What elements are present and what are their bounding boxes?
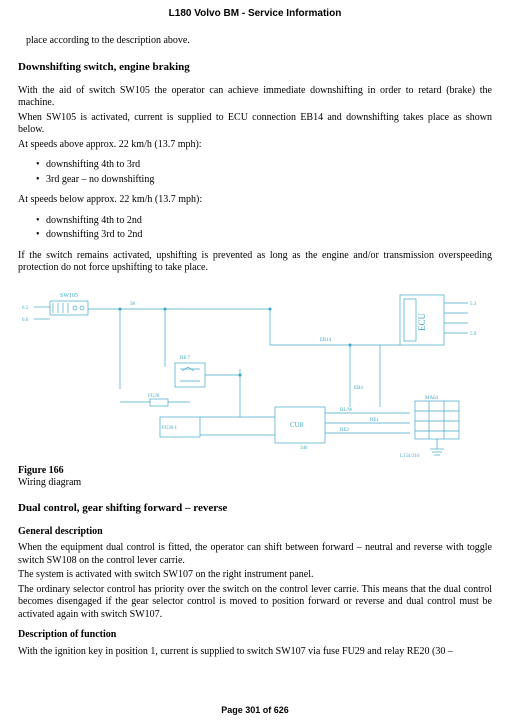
- label-re1: RE1: [370, 418, 379, 423]
- svg-text:38: 38: [130, 302, 136, 307]
- label-re2: RE2: [340, 428, 349, 433]
- list-item: downshifting 3rd to 2nd: [36, 229, 492, 242]
- list-item: 3rd gear – no downshifting: [36, 174, 492, 187]
- para-1: With the aid of switch SW105 the operato…: [18, 85, 492, 110]
- para-6: When the equipment dual control is fitte…: [18, 542, 492, 567]
- page-footer: Page 301 of 626: [0, 705, 510, 716]
- para-8: The ordinary selector control has priori…: [18, 584, 492, 622]
- wiring-diagram-figure: SW105 6.5 6.6 38 ECU 5.3: [18, 289, 492, 461]
- para-7: The system is activated with switch SW10…: [18, 569, 492, 582]
- list-item: downshifting 4th to 3rd: [36, 159, 492, 172]
- para-2: When SW105 is activated, current is supp…: [18, 112, 492, 137]
- label-fu20: FU20: [148, 394, 160, 399]
- wiring-diagram-svg: SW105 6.5 6.6 38 ECU 5.3: [18, 289, 492, 461]
- label-re7: RE 7: [180, 356, 191, 361]
- label-eb14: EB14: [320, 338, 332, 343]
- section-downshifting-title: Downshifting switch, engine braking: [18, 61, 492, 75]
- para-4: At speeds below approx. 22 km/h (13.7 mp…: [18, 194, 492, 207]
- doc-header: L180 Volvo BM - Service Information: [18, 8, 492, 21]
- label-blw: BL/W: [340, 408, 353, 413]
- svg-text:6.6: 6.6: [22, 318, 29, 323]
- figure-label: Figure 166: [18, 465, 492, 478]
- svg-text:5.3: 5.3: [470, 302, 477, 307]
- svg-text:MA64: MA64: [425, 396, 439, 401]
- list-above-speed: downshifting 4th to 3rd 3rd gear – no do…: [36, 159, 492, 186]
- para-9: With the ignition key in position 1, cur…: [18, 646, 492, 659]
- label-ecu: ECU: [417, 312, 427, 331]
- label-eb4: EB4: [354, 386, 363, 391]
- svg-text:FU20-I: FU20-I: [162, 426, 177, 431]
- label-sw105: SW105: [60, 293, 78, 299]
- intro-line: place according to the description above…: [26, 35, 492, 48]
- label-l154: L154/316: [400, 454, 420, 459]
- label-cu8: CU8: [290, 421, 304, 429]
- svg-text:6.5: 6.5: [22, 306, 29, 311]
- svg-text:5.9: 5.9: [470, 332, 477, 337]
- section-dual-control-title: Dual control, gear shifting forward – re…: [18, 502, 492, 516]
- para-5: If the switch remains activated, upshift…: [18, 250, 492, 275]
- subhead-general: General description: [18, 526, 492, 539]
- figure-caption: Wiring diagram: [18, 477, 492, 490]
- list-below-speed: downshifting 4th to 2nd downshifting 3rd…: [36, 215, 492, 242]
- subhead-function: Description of function: [18, 629, 492, 642]
- list-item: downshifting 4th to 2nd: [36, 215, 492, 228]
- label-res: 346: [300, 446, 308, 451]
- para-3: At speeds above approx. 22 km/h (13.7 mp…: [18, 139, 492, 152]
